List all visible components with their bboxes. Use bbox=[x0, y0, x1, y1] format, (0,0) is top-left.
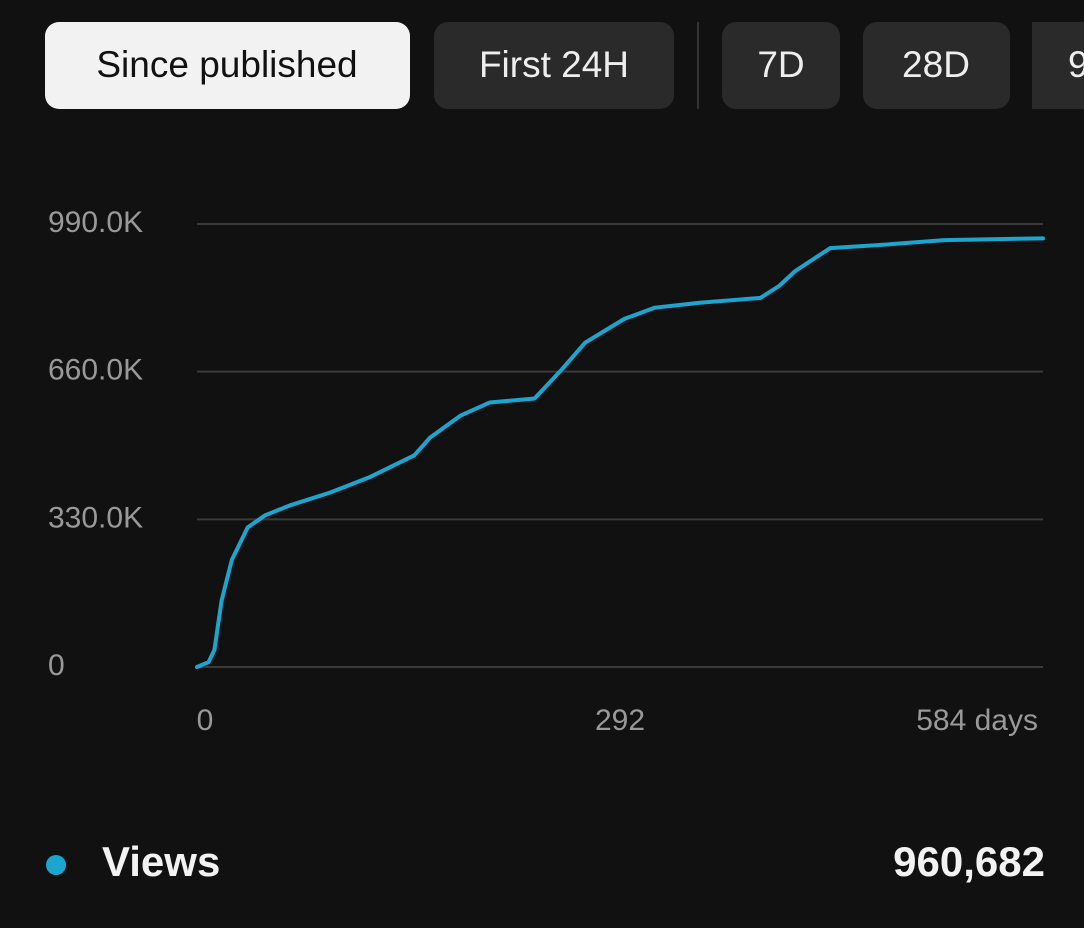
x-tick-label: 292 bbox=[595, 704, 645, 737]
tab-label[interactable]: 9 bbox=[1068, 44, 1084, 85]
y-tick-label: 660.0K bbox=[48, 354, 143, 387]
tab-label[interactable]: First 24H bbox=[479, 44, 629, 85]
x-tick-label: 584 days bbox=[916, 704, 1038, 737]
x-tick-label: 0 bbox=[197, 704, 214, 737]
legend-label: Views bbox=[102, 838, 220, 885]
tab-button[interactable] bbox=[434, 22, 674, 109]
plot: 0 330.0K 660.0K 990.0K 0 292 584 days bbox=[48, 206, 1045, 737]
tab-label[interactable]: Since published bbox=[96, 44, 357, 85]
y-tick-label: 330.0K bbox=[48, 501, 143, 534]
y-tick-label: 0 bbox=[48, 649, 65, 682]
summary-value: 960,682 bbox=[893, 838, 1045, 885]
tab-button[interactable] bbox=[45, 22, 410, 109]
tab-button[interactable] bbox=[722, 22, 840, 109]
tab-label[interactable]: 7D bbox=[757, 44, 804, 85]
y-tick-label: 990.0K bbox=[48, 206, 143, 239]
line-series bbox=[195, 236, 1045, 669]
tab-button[interactable] bbox=[863, 22, 1010, 109]
tab-button[interactable] bbox=[1032, 22, 1084, 109]
tab-label[interactable]: 28D bbox=[902, 44, 970, 85]
legend-marker bbox=[46, 855, 66, 875]
